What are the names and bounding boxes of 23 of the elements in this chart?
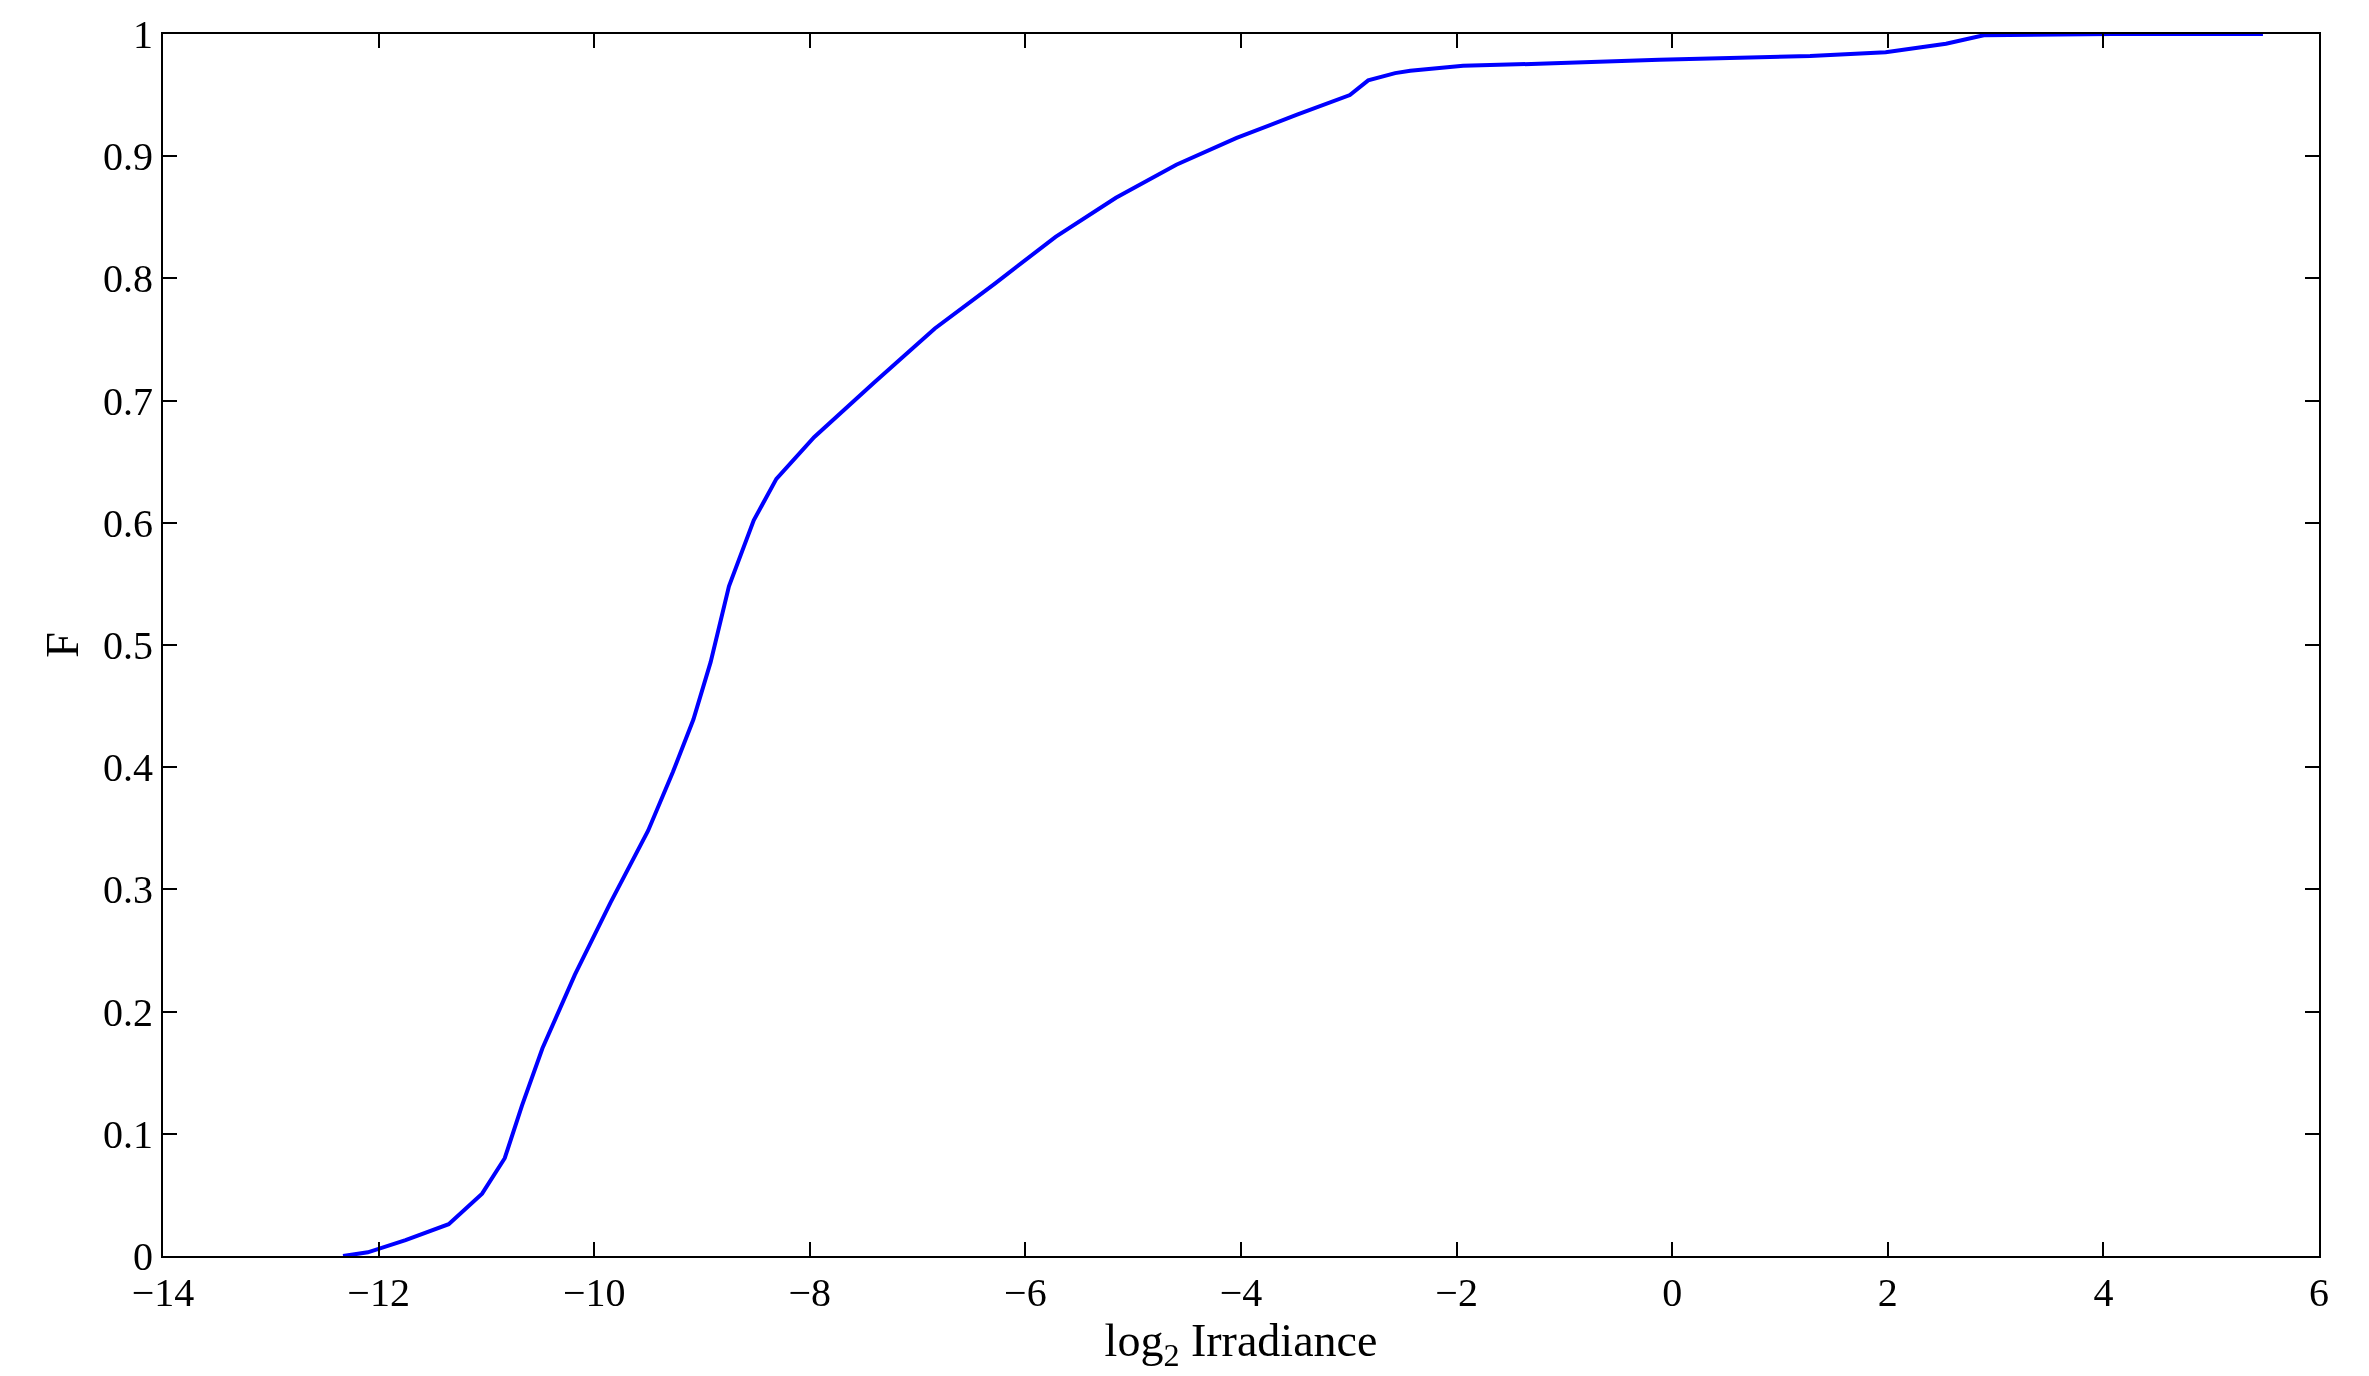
y-axis-title: F (36, 632, 88, 658)
y-tick-label: 0.7 (103, 378, 153, 424)
x-tick-label: 0 (1662, 1270, 1683, 1315)
y-tick-label: 0.2 (103, 989, 153, 1035)
y-tick-label: 0.3 (103, 867, 153, 913)
y-tick-label: 1 (133, 12, 153, 57)
x-tick-label: −10 (562, 1270, 626, 1315)
y-tick-label: 0.9 (103, 134, 153, 180)
x-tick-label: −8 (788, 1270, 832, 1315)
x-tick-label: 2 (1877, 1270, 1898, 1315)
x-tick-label: −6 (1004, 1270, 1047, 1315)
x-axis-title: log$_{2}$ Irradiance (1104, 1315, 1378, 1373)
y-tick-label: 0.4 (103, 745, 153, 791)
x-tick-label: 4 (2093, 1270, 2114, 1315)
y-tick-label: 0.8 (103, 256, 153, 302)
x-tick-label: −12 (347, 1270, 410, 1315)
x-tick-label: −2 (1435, 1270, 1478, 1315)
y-tick-label: 0.5 (103, 623, 153, 668)
y-tick-label: 0.1 (103, 1111, 153, 1157)
y-tick-label: 0.6 (103, 500, 153, 546)
line-series (341, 34, 2265, 1256)
x-tick-label: 6 (2309, 1270, 2329, 1315)
x-tick-label: −4 (1219, 1270, 1263, 1315)
